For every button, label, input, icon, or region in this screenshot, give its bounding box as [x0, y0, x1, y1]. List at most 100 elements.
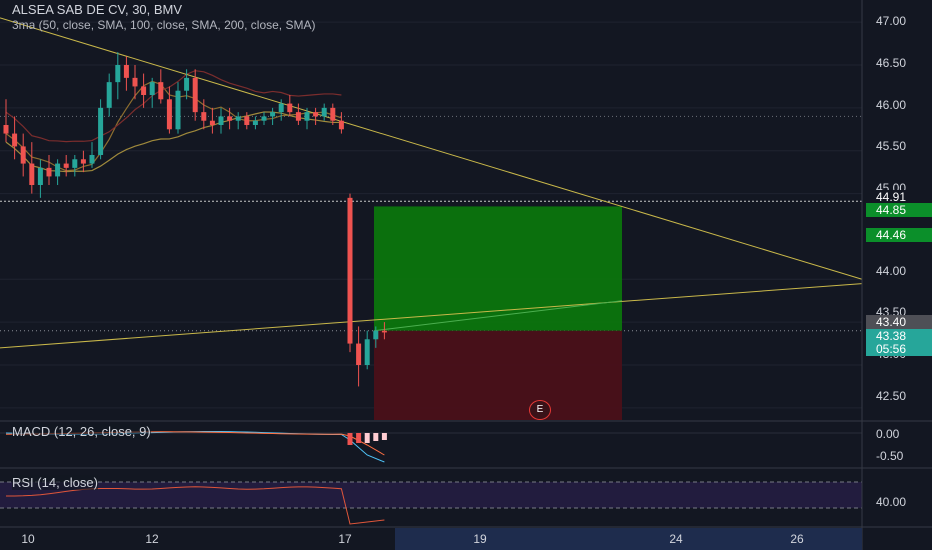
macd-histogram-bar	[381, 433, 387, 440]
candle-body	[149, 82, 155, 95]
candle	[63, 155, 69, 177]
candle-body	[55, 163, 61, 177]
candle	[20, 133, 26, 177]
candle	[175, 82, 181, 134]
candle-body	[20, 146, 26, 164]
candle-body	[209, 120, 215, 125]
candle-body	[364, 339, 370, 365]
risk-reward-zones[interactable]	[374, 206, 622, 420]
profit-zone	[374, 206, 622, 331]
moving-averages	[5, 70, 342, 173]
loss-zone	[374, 330, 622, 420]
candle-body	[313, 112, 319, 117]
candle-body	[89, 155, 95, 164]
candle-body	[46, 167, 52, 177]
candle	[201, 99, 207, 130]
candle	[80, 150, 86, 173]
candle-body	[330, 107, 336, 121]
candle-body	[244, 116, 250, 125]
candle	[12, 116, 18, 160]
candle	[287, 95, 293, 117]
candle-body	[115, 65, 121, 83]
indicator-legend[interactable]: 3ma (50, close, SMA, 100, close, SMA, 20…	[12, 18, 316, 32]
candle	[37, 159, 43, 198]
rsi-pane	[0, 481, 862, 525]
candle	[373, 326, 379, 348]
moving-average-line	[5, 70, 342, 143]
candle-body	[287, 103, 293, 113]
candle-body	[123, 65, 129, 78]
symbol-title[interactable]: ALSEA SAB DE CV, 30, BMV	[12, 2, 183, 17]
candle-body	[347, 197, 353, 344]
macd-label[interactable]: MACD (12, 26, close, 9)	[12, 424, 151, 439]
candle	[381, 322, 387, 340]
candlesticks	[3, 52, 387, 387]
trendline-upper	[0, 17, 863, 280]
candle-body	[304, 112, 310, 121]
candle-body	[80, 159, 86, 164]
time-tick-label: 26	[790, 532, 804, 546]
rsi-label[interactable]: RSI (14, close)	[12, 475, 98, 490]
candle-body	[356, 343, 362, 365]
candle	[356, 326, 362, 387]
candle	[141, 73, 147, 108]
candle-body	[29, 163, 35, 185]
candle-body	[321, 107, 327, 117]
candle	[347, 193, 353, 353]
candle-body	[235, 116, 241, 121]
candle	[321, 103, 327, 121]
candle-body	[166, 99, 172, 130]
trendline-lower	[0, 283, 863, 349]
candle	[149, 77, 155, 108]
earnings-marker[interactable]: E	[529, 400, 551, 420]
candle	[55, 159, 61, 185]
candle-body	[338, 120, 344, 130]
candle	[106, 73, 112, 117]
candle	[218, 107, 224, 134]
candle	[252, 116, 258, 130]
candle	[338, 112, 344, 134]
time-tick-label: 24	[669, 532, 683, 546]
price-tick-label: 47.00	[876, 14, 907, 28]
price-tag: 05:56	[866, 342, 932, 356]
macd-histogram-bar	[364, 433, 370, 443]
candle-body	[278, 103, 284, 113]
candle-body	[295, 112, 301, 121]
price-tick-label: 46.50	[876, 56, 907, 70]
candle	[278, 99, 284, 121]
macd-histogram-bar	[347, 433, 353, 445]
candle	[166, 86, 172, 134]
candle	[209, 107, 215, 134]
time-tick-label: 10	[21, 532, 35, 546]
candle-body	[201, 112, 207, 121]
price-tag: 43.38	[866, 329, 932, 343]
price-tag: 43.40	[866, 315, 932, 329]
trendlines[interactable]	[0, 17, 863, 349]
candle-body	[175, 90, 181, 130]
time-range-highlight	[395, 528, 862, 550]
candle	[132, 65, 138, 100]
candle-body	[3, 125, 9, 134]
candle	[244, 112, 250, 130]
candle	[89, 142, 95, 168]
moving-average-line	[5, 80, 342, 172]
candle	[46, 155, 52, 185]
rsi-line	[5, 486, 385, 525]
candle-body	[37, 167, 43, 185]
macd-histogram-bar	[373, 433, 379, 441]
candle	[123, 56, 129, 91]
candle-body	[72, 159, 78, 168]
candle	[364, 330, 370, 370]
candle	[115, 52, 121, 100]
candle-body	[141, 86, 147, 95]
candle	[184, 69, 190, 100]
time-tick-label: 19	[473, 532, 487, 546]
macd-tick-label: 0.00	[876, 427, 900, 441]
candle-body	[106, 82, 112, 108]
time-tick-label: 12	[145, 532, 159, 546]
candle	[270, 107, 276, 125]
candle-body	[218, 116, 224, 125]
rsi-band	[0, 482, 862, 508]
